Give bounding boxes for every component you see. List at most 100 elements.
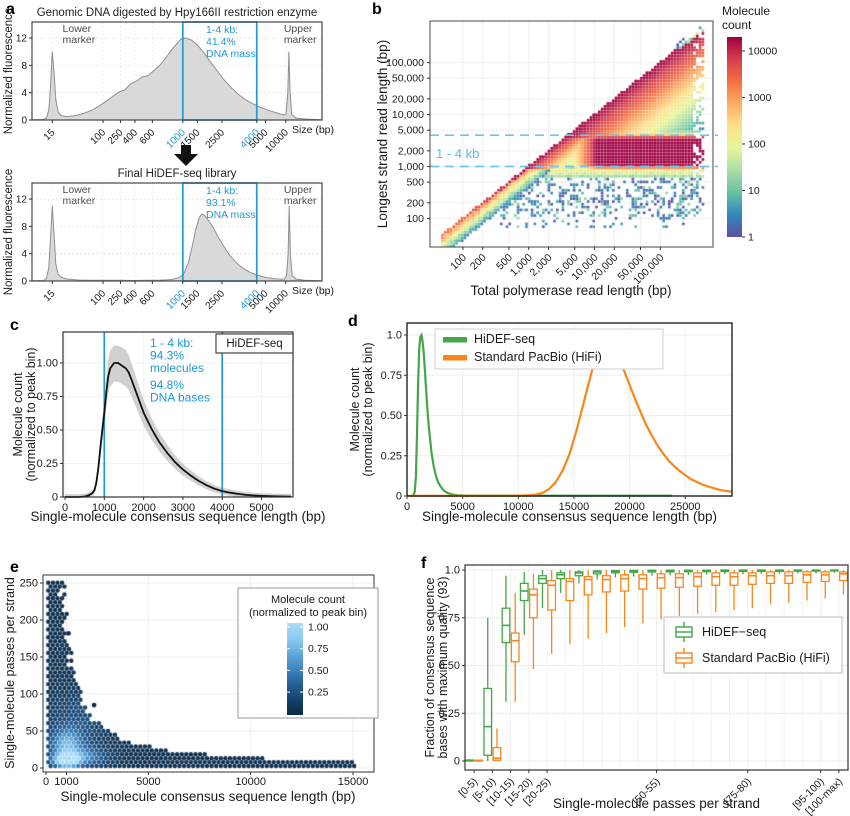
tick-label: 1000	[54, 776, 78, 788]
plot-title: Genomic DNA digested by Hpy166II restric…	[37, 7, 318, 19]
panel-a-label: a	[6, 1, 15, 18]
region-annotation: 1-4 kb:	[206, 185, 238, 197]
density-curve	[65, 362, 292, 498]
box	[574, 571, 584, 577]
legend-box	[663, 616, 843, 674]
legend-label: Standard PacBio (HiFi)	[474, 350, 602, 364]
tick-label: 0.75	[439, 612, 460, 624]
tick-label: 1.00	[37, 358, 58, 370]
x-axis-title: Size (bp)	[292, 124, 334, 136]
density-curve-orange	[407, 333, 733, 497]
box	[839, 571, 848, 582]
y-axis-title: Normalized fluorescence	[3, 8, 15, 135]
marker-annotation: Lower	[63, 184, 92, 196]
tick-label: 12	[16, 34, 28, 45]
legend-swatch	[443, 355, 467, 361]
tick-label: 0.50	[308, 665, 329, 677]
y-axis-title: Molecule count	[348, 367, 362, 452]
legend-box	[237, 587, 379, 719]
tick-label: 50	[26, 726, 38, 738]
box	[729, 572, 739, 586]
tick-label: 0.25	[381, 450, 402, 462]
tick-label: 5,000	[398, 125, 424, 137]
tick-label: 0	[404, 501, 410, 513]
plot-border	[429, 20, 714, 248]
fluorescence-curve	[31, 205, 323, 282]
tick-label: 4	[21, 88, 27, 99]
region-annotation: DNA mass	[206, 209, 256, 221]
tick-label: 15	[42, 127, 58, 143]
y-axis-title: bases with maximum quality (93)	[436, 576, 450, 758]
tick-label: 100	[748, 138, 766, 150]
tick-label: 15	[42, 288, 58, 304]
tick-label: 0	[21, 116, 27, 127]
y-axis-title: Fraction of consensus sequence	[423, 577, 437, 757]
tick-label: 8	[21, 61, 27, 72]
tick-label: 0.25	[439, 708, 460, 720]
tick-label: 0.50	[439, 660, 460, 672]
box	[674, 573, 684, 588]
tick-label: 1000	[92, 502, 116, 514]
tick-label: 400	[120, 127, 140, 147]
legend-swatch	[443, 337, 467, 343]
tick-label: 0.50	[381, 410, 402, 422]
box	[802, 571, 812, 584]
panel-c-label: c	[10, 317, 19, 334]
x-axis-title: Single-molecule consensus sequence lengt…	[422, 509, 717, 524]
tick-label: 200	[406, 197, 424, 209]
tick-label: 0.75	[308, 643, 329, 655]
tick-label: 15000	[338, 776, 369, 788]
legend-title: Molecule count	[271, 594, 345, 606]
tick-label: 10	[748, 185, 760, 197]
region-annotation: 93.1%	[206, 197, 236, 209]
legend-box	[434, 328, 664, 370]
y-axis-title: (normalized to peak bin)	[24, 347, 38, 481]
down-arrow-icon	[174, 145, 198, 166]
plot-border	[62, 331, 294, 498]
box	[492, 746, 502, 761]
tick-label: 250	[20, 578, 38, 590]
tick-label: 2,000	[398, 145, 424, 157]
x-axis-title: Single-molecule passes per strand	[553, 796, 760, 811]
y-axis-title: (normalized to peak bin)	[361, 342, 375, 476]
marker-annotation: Lower	[63, 23, 92, 35]
tick-label: 0	[21, 277, 27, 288]
tick-label: 0.50	[37, 425, 58, 437]
x-axis-title: Size (bp)	[292, 285, 334, 297]
fluorescence-curve	[31, 37, 323, 121]
box	[528, 588, 538, 619]
tick-label: 100	[89, 127, 109, 147]
tick-label: 1	[748, 232, 754, 244]
tick-label: 0.75	[37, 391, 58, 403]
y-axis-title: Normalized fluorescence	[3, 169, 15, 296]
tick-label: 10000	[503, 501, 534, 513]
tick-label: 2500	[204, 127, 228, 151]
tick-label: 100	[448, 252, 469, 273]
tick-label: 1000	[748, 92, 772, 104]
box	[656, 573, 666, 589]
tick-label: 100,000	[386, 57, 424, 69]
tick-label: 10000	[235, 776, 266, 788]
method-label: HiDEF-seq	[226, 338, 282, 350]
plot-border	[31, 21, 323, 121]
tick-label: 20,000	[392, 93, 424, 105]
box	[556, 572, 566, 580]
colorbar-title: count	[722, 18, 752, 32]
box	[519, 582, 529, 602]
tick-label: 1.00	[308, 622, 329, 634]
legend-colorbar	[287, 623, 303, 715]
marker-annotation: marker	[284, 195, 317, 207]
tick-label: 0.75	[381, 370, 402, 382]
plot-title: Final HiDEF-seq library	[118, 168, 237, 180]
x-axis-title: Total polymerase read length (bp)	[470, 283, 671, 298]
tick-label: 0	[396, 491, 402, 503]
tick-label: 10000	[263, 127, 291, 155]
tick-label: 25000	[670, 501, 701, 513]
plot-border	[31, 182, 323, 282]
box	[601, 575, 611, 593]
panel-d-label: d	[348, 313, 358, 330]
tick-label: 1.0	[387, 330, 402, 342]
tick-label: 2500	[204, 288, 228, 312]
colorbar	[727, 37, 742, 237]
